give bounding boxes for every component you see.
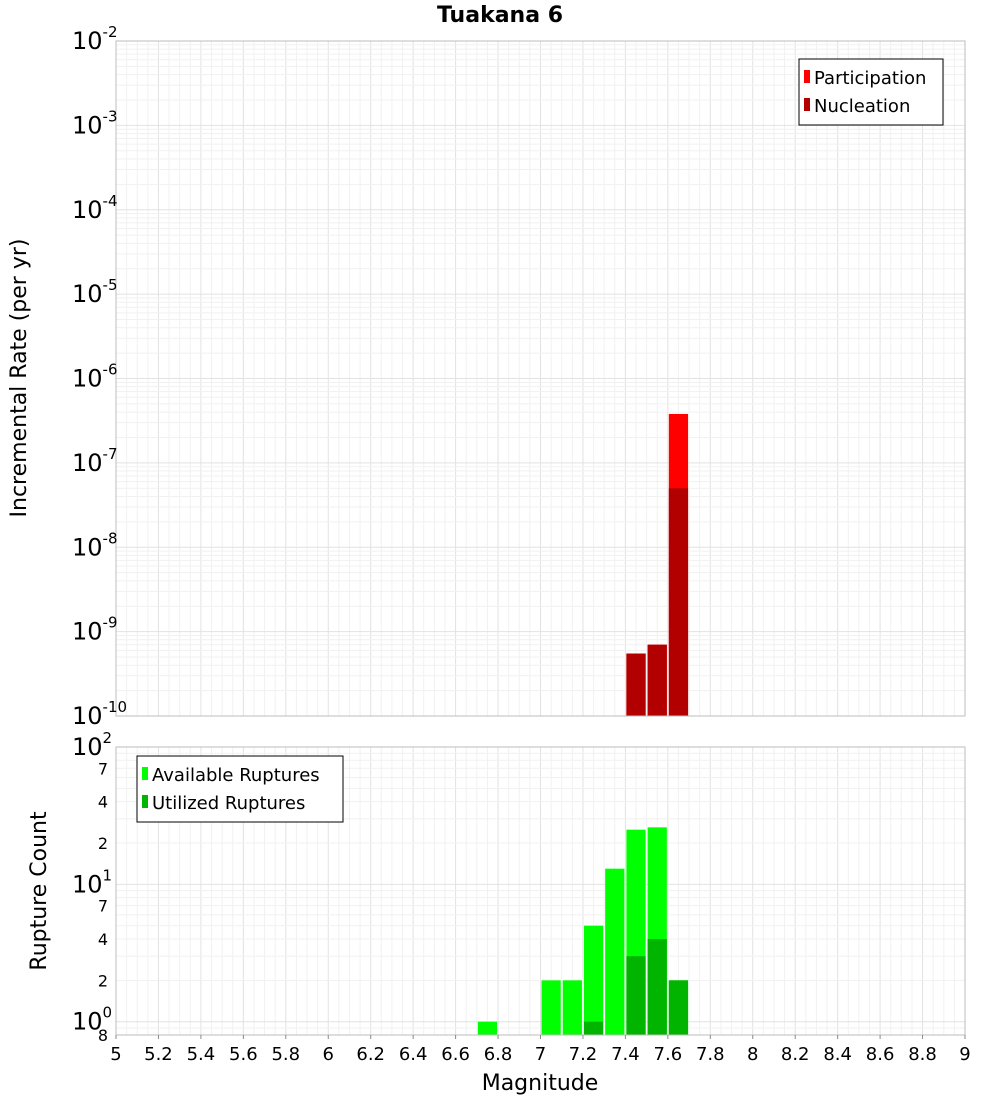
legend-box bbox=[798, 58, 944, 126]
x-tick-label: 6.6 bbox=[441, 1044, 470, 1065]
y-minor-tick-label: 2 bbox=[98, 971, 108, 990]
legend-label: Available Ruptures bbox=[152, 765, 320, 786]
bottom-bar-available-ruptures bbox=[562, 980, 582, 1035]
top-bars bbox=[626, 413, 689, 716]
x-tick-label: 8.4 bbox=[823, 1044, 852, 1065]
top-legend: Participation Nucleation bbox=[798, 58, 944, 126]
y-tick-label: 10-7 bbox=[72, 445, 118, 477]
bottom-bar-available-ruptures bbox=[583, 925, 604, 1035]
y-minor-tick-label: 8 bbox=[98, 1026, 108, 1045]
x-tick-label: 7.6 bbox=[654, 1044, 683, 1065]
x-tick-label: 5.8 bbox=[271, 1044, 300, 1065]
x-tick-label: 8 bbox=[747, 1044, 758, 1065]
top-bar-nucleation bbox=[647, 644, 667, 716]
bottom-bar-available-ruptures bbox=[477, 1021, 498, 1035]
y-tick-label: 10-10 bbox=[72, 698, 127, 730]
x-tick-label: 8.6 bbox=[866, 1044, 895, 1065]
y-tick-label: 10-2 bbox=[72, 23, 118, 55]
legend-label: Nucleation bbox=[814, 96, 910, 117]
legend-label: Participation bbox=[814, 68, 926, 89]
top-bar-nucleation bbox=[668, 488, 689, 716]
top-y-ticks: 10-10 10-9 10-8 10-7 10-6 10-5 10-4 10-3 10-2 bbox=[72, 23, 127, 730]
legend-swatch bbox=[804, 70, 810, 83]
y-tick-label: 101 bbox=[72, 866, 112, 898]
legend-box bbox=[136, 755, 344, 823]
y-tick-label: 10-9 bbox=[72, 614, 118, 646]
chart-title: Tuakana 6 bbox=[437, 3, 563, 28]
top-plot-border bbox=[115, 40, 966, 717]
bottom-legend: Available Ruptures Utilized Ruptures bbox=[136, 755, 344, 823]
x-tick-label: 8.2 bbox=[781, 1044, 810, 1065]
x-tick-label: 5.6 bbox=[229, 1044, 258, 1065]
bottom-bar-available-ruptures bbox=[541, 980, 561, 1035]
x-tick-label: 5.4 bbox=[187, 1044, 216, 1065]
y-tick-label: 10-5 bbox=[72, 276, 118, 308]
bottom-bar-utilized-ruptures bbox=[668, 980, 689, 1035]
bottom-panel-count: 100 101 102 8 2 4 7 2 4 7 Available Ruptures Utiliz… bbox=[72, 729, 966, 1045]
x-tick-label: 6.2 bbox=[356, 1044, 385, 1065]
legend-swatch bbox=[804, 98, 810, 111]
x-axis-label: Magnitude bbox=[482, 1071, 599, 1096]
x-tick-label: 5 bbox=[110, 1044, 121, 1065]
x-tick-label: 5.2 bbox=[144, 1044, 173, 1065]
legend-swatch bbox=[142, 795, 148, 808]
bottom-bar-utilized-ruptures bbox=[583, 1021, 604, 1035]
bottom-y-axis-label: Rupture Count bbox=[27, 811, 52, 971]
x-tick-label: 9 bbox=[959, 1044, 970, 1065]
bottom-bar-utilized-ruptures bbox=[647, 939, 667, 1035]
y-tick-label: 10-3 bbox=[72, 107, 118, 139]
bottom-bars bbox=[477, 827, 689, 1035]
top-grid-horizontal bbox=[116, 40, 965, 717]
bottom-bar-available-ruptures bbox=[605, 868, 625, 1035]
legend-swatch bbox=[142, 767, 148, 780]
y-minor-tick-label: 4 bbox=[98, 930, 108, 949]
top-y-axis-label: Incremental Rate (per yr) bbox=[7, 239, 32, 518]
y-tick-label: 10-4 bbox=[72, 192, 118, 224]
x-tick-label: 8.8 bbox=[908, 1044, 937, 1065]
x-axis-ticks: 5 5.2 5.4 5.6 5.8 6 6.2 6.4 6.6 6.8 7 7.2 7.4 7.6 7.8 8… bbox=[110, 1035, 971, 1065]
x-tick-label: 6.8 bbox=[484, 1044, 513, 1065]
top-bar-nucleation bbox=[626, 653, 646, 716]
x-tick-label: 6.4 bbox=[399, 1044, 428, 1065]
x-tick-label: 7.2 bbox=[569, 1044, 598, 1065]
y-tick-label: 100 bbox=[72, 1004, 112, 1036]
legend-label: Utilized Ruptures bbox=[152, 793, 305, 814]
bottom-y-ticks: 100 101 102 bbox=[72, 729, 112, 1036]
bottom-y-minor-ticks: 8 2 4 7 2 4 7 bbox=[98, 759, 108, 1045]
y-minor-tick-label: 4 bbox=[98, 793, 108, 812]
y-tick-label: 10-6 bbox=[72, 361, 118, 393]
y-minor-tick-label: 2 bbox=[98, 834, 108, 853]
top-panel-rate: 10-10 10-9 10-8 10-7 10-6 10-5 10-4 10-3 10-2 Par… bbox=[72, 23, 966, 730]
y-minor-tick-label: 7 bbox=[98, 897, 108, 916]
x-tick-label: 7 bbox=[535, 1044, 546, 1065]
bottom-bar-utilized-ruptures bbox=[626, 956, 646, 1035]
y-tick-label: 10-8 bbox=[72, 529, 118, 561]
x-tick-label: 7.4 bbox=[611, 1044, 640, 1065]
x-tick-label: 6 bbox=[323, 1044, 334, 1065]
y-tick-label: 102 bbox=[72, 729, 112, 761]
y-minor-tick-label: 7 bbox=[98, 759, 108, 778]
x-tick-label: 7.8 bbox=[696, 1044, 725, 1065]
